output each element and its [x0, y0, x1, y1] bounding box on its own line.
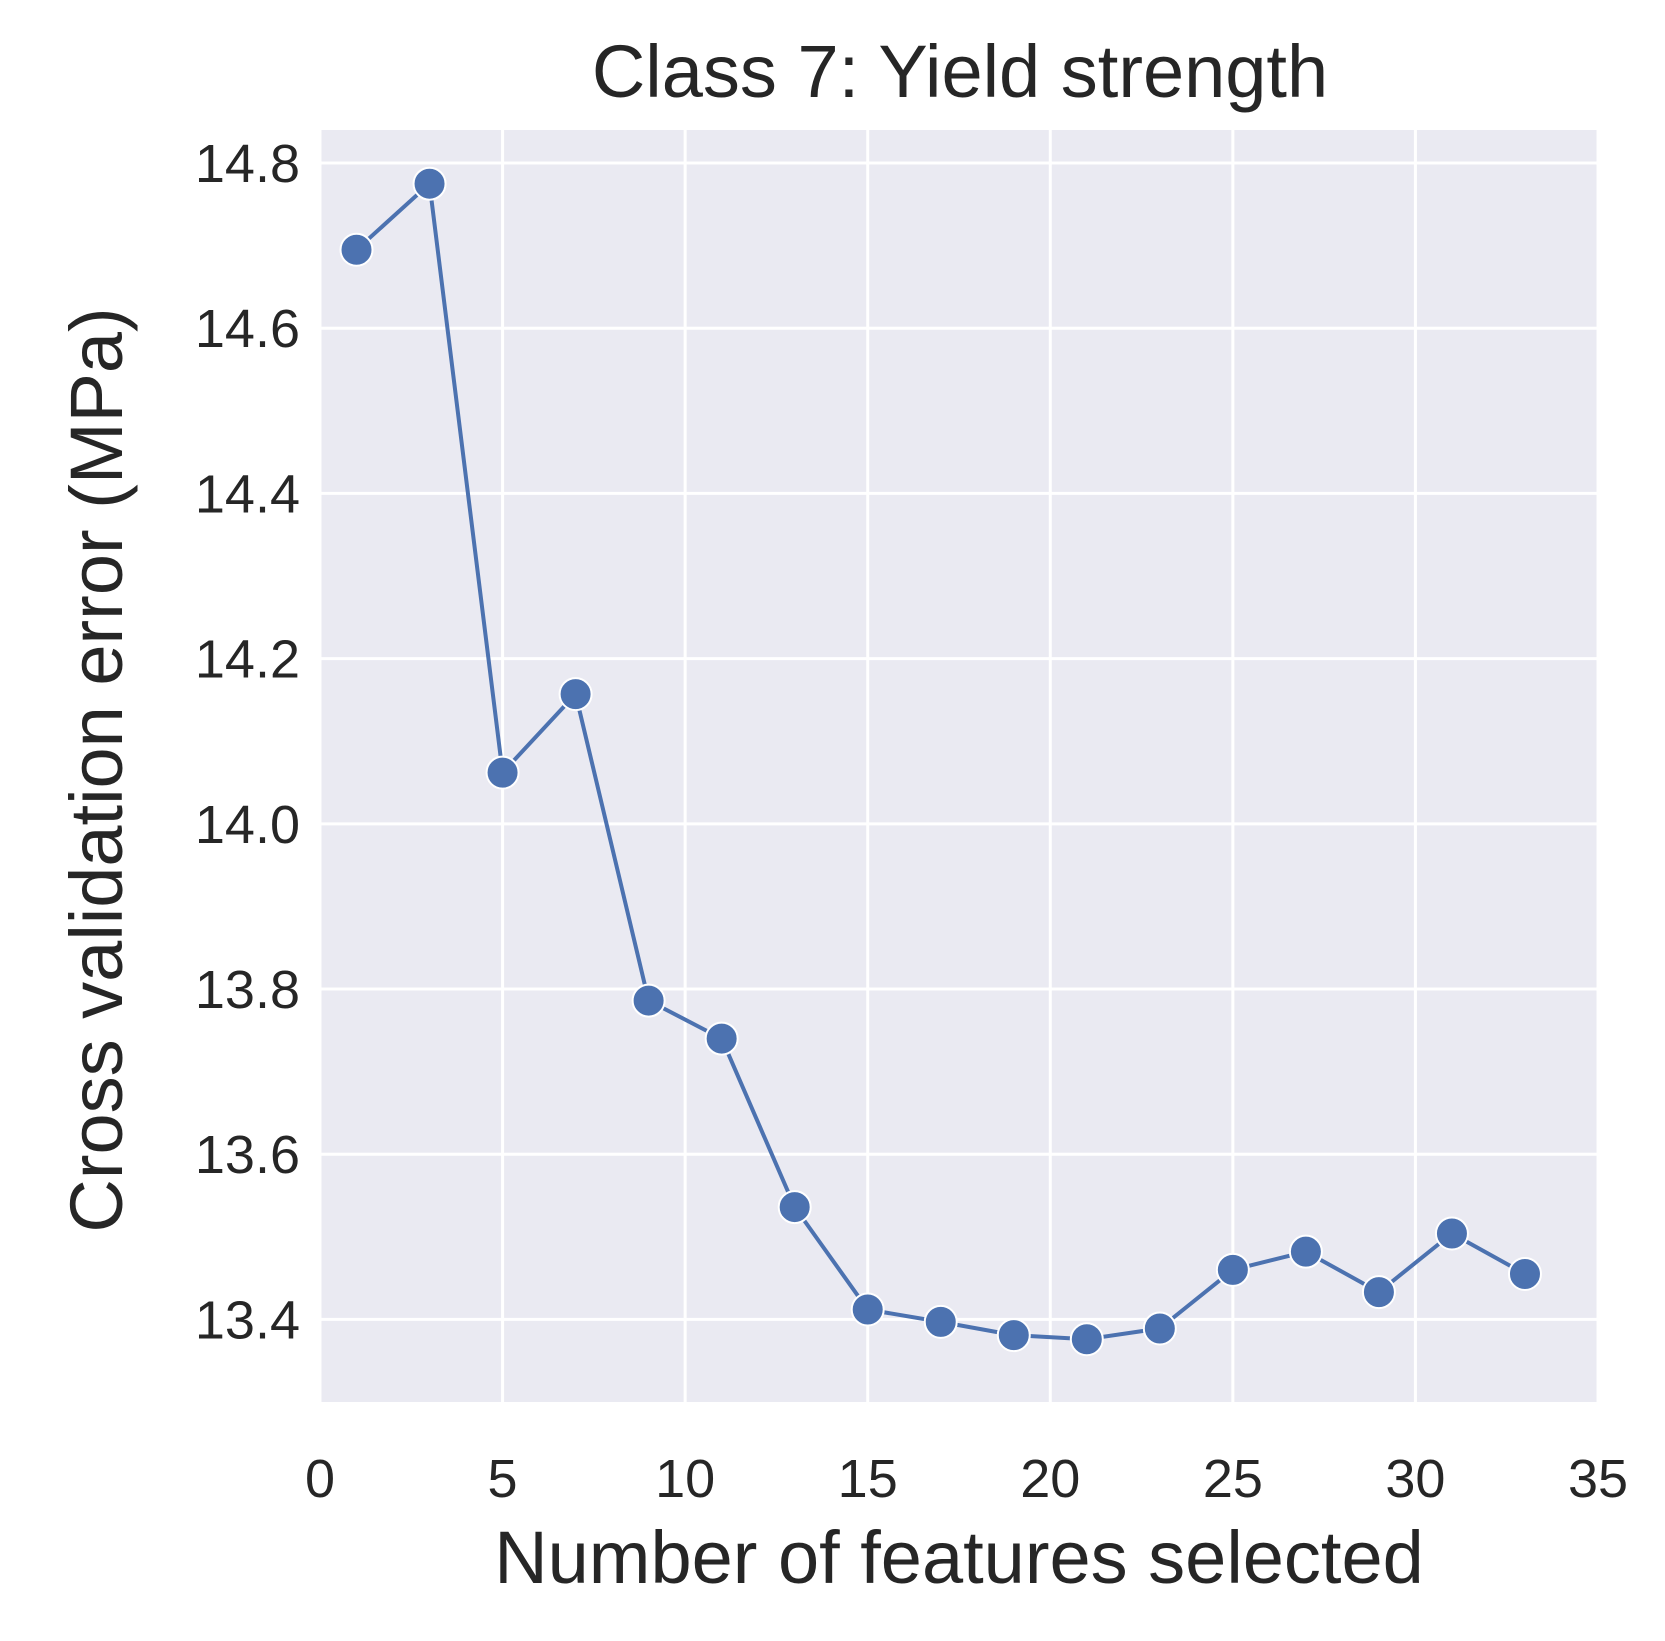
x-tick-label: 10: [655, 1449, 715, 1509]
data-point: [996, 1318, 1031, 1353]
y-tick-label: 13.8: [195, 960, 300, 1020]
y-tick-label: 14.6: [195, 299, 300, 359]
y-axis-label: Cross validation error (MPa): [55, 307, 138, 1232]
y-tick-label: 14.0: [195, 795, 300, 855]
data-point: [631, 983, 666, 1018]
tick-labels: 0 5 10 15 20 25 30 35 13.4 13.6 13.8 14.0 14.2 14.4 14…: [195, 134, 1628, 1509]
data-point: [558, 677, 593, 712]
data-point: [923, 1304, 958, 1339]
data-point: [412, 166, 447, 201]
y-tick-label: 14.8: [195, 134, 300, 194]
data-point: [1361, 1275, 1396, 1310]
data-point: [339, 232, 374, 267]
data-point: [850, 1292, 885, 1327]
series-layer: [339, 166, 1542, 1357]
y-tick-label: 14.2: [195, 630, 300, 690]
data-point: [1434, 1216, 1469, 1251]
plot-area: [320, 130, 1598, 1402]
x-tick-label: 5: [488, 1449, 518, 1509]
x-tick-label: 35: [1568, 1449, 1628, 1509]
y-tick-label: 13.6: [195, 1125, 300, 1185]
data-point: [1069, 1322, 1104, 1357]
data-point: [1215, 1252, 1250, 1287]
data-point: [777, 1190, 812, 1225]
x-tick-label: 15: [838, 1449, 898, 1509]
x-tick-label: 30: [1385, 1449, 1445, 1509]
y-tick-label: 13.4: [195, 1290, 300, 1350]
data-point: [1288, 1234, 1323, 1269]
x-axis-label: Number of features selected: [494, 1516, 1424, 1599]
data-point: [485, 755, 520, 790]
data-point: [1507, 1256, 1542, 1291]
x-tick-label: 0: [305, 1449, 335, 1509]
data-point: [704, 1021, 739, 1056]
x-tick-label: 25: [1203, 1449, 1263, 1509]
y-tick-label: 14.4: [195, 464, 300, 524]
chart-title: Class 7: Yield strength: [592, 30, 1328, 113]
x-tick-label: 20: [1020, 1449, 1080, 1509]
data-point: [1142, 1311, 1177, 1346]
grid-lines: [318, 130, 1600, 1402]
